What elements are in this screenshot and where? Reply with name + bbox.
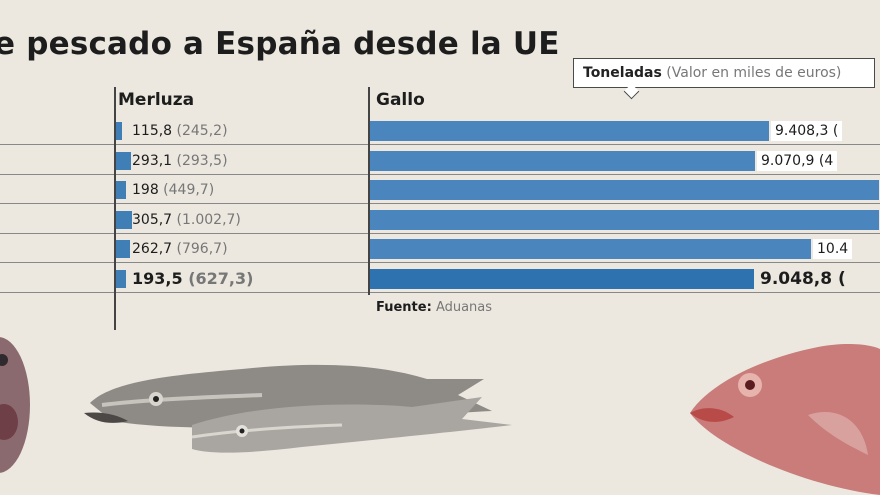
merluza-bar	[116, 240, 130, 258]
merluza-tons: 193,5	[132, 268, 189, 288]
gallo-bar	[369, 180, 879, 200]
gallo-fish-illustration	[690, 343, 880, 495]
merluza-row-rule	[0, 291, 368, 293]
merluza-column-header: Merluza	[118, 90, 195, 110]
merluza-row-rule	[0, 203, 368, 204]
merluza-tons: 115,8	[132, 123, 177, 139]
merluza-value-label: 293,1 (293,5)	[132, 152, 228, 170]
left-fish-illustration	[0, 337, 30, 473]
merluza-bar	[116, 210, 132, 229]
merluza-value-label: 262,7 (796,7)	[132, 240, 228, 258]
merluza-bar	[116, 269, 126, 288]
gallo-row-rule	[368, 262, 880, 263]
gallo-row-rule	[368, 203, 880, 204]
gallo-bar	[369, 209, 879, 230]
merluza-axis	[114, 87, 116, 330]
merluza-tons: 198	[132, 182, 164, 198]
gallo-row-rule	[368, 144, 880, 145]
gallo-bar	[369, 150, 755, 171]
legend-tons-label: Toneladas	[583, 65, 662, 81]
merluza-value-label: 115,8 (245,2)	[132, 122, 228, 140]
gallo-value-label: 10.4	[813, 239, 853, 259]
gallo-row-rule	[368, 173, 880, 175]
gallo-value-label: 9.070,9 (4	[757, 150, 838, 171]
gallo-bar	[369, 239, 811, 259]
merluza-value-paren: (796,7)	[176, 241, 228, 257]
merluza-value-paren: (1.002,7)	[176, 211, 241, 228]
merluza-bar	[116, 151, 131, 170]
merluza-value-paren: (627,3)	[188, 268, 254, 288]
gallo-column-header: Gallo	[376, 90, 425, 110]
gallo-row-rule	[368, 232, 880, 234]
gallo-value-label: 9.408,3 (	[771, 121, 843, 141]
merluza-value-paren: (449,7)	[163, 182, 215, 198]
hake-fish-illustration	[84, 364, 512, 453]
merluza-row-rule	[0, 144, 368, 145]
merluza-tons: 262,7	[132, 241, 177, 257]
gallo-bar	[369, 121, 769, 141]
merluza-bar	[116, 181, 126, 199]
merluza-tons: 293,1	[132, 152, 177, 169]
gallo-value-label: 9.048,8 (	[760, 268, 846, 289]
gallo-row-rule	[368, 291, 880, 293]
merluza-value-label: 193,5 (627,3)	[132, 268, 254, 288]
source-note: Fuente: Aduanas	[376, 300, 492, 315]
merluza-value-paren: (293,5)	[176, 152, 228, 169]
merluza-row-rule	[0, 262, 368, 263]
legend-value-label: (Valor en miles de euros)	[666, 65, 842, 81]
merluza-value-paren: (245,2)	[176, 123, 228, 139]
merluza-row-rule	[0, 232, 368, 234]
source-label: Fuente:	[376, 300, 432, 315]
merluza-tons: 305,7	[132, 211, 177, 228]
legend-callout: Toneladas (Valor en miles de euros)	[573, 58, 875, 88]
merluza-value-label: 305,7 (1.002,7)	[132, 211, 241, 229]
merluza-bar	[116, 122, 122, 140]
source-value: Aduanas	[435, 300, 493, 315]
gallo-bar	[369, 268, 754, 289]
merluza-row-rule	[0, 173, 368, 175]
gallo-axis	[368, 87, 370, 295]
merluza-value-label: 198 (449,7)	[132, 181, 214, 199]
chart-title: e pescado a España desde la UE	[0, 26, 560, 62]
